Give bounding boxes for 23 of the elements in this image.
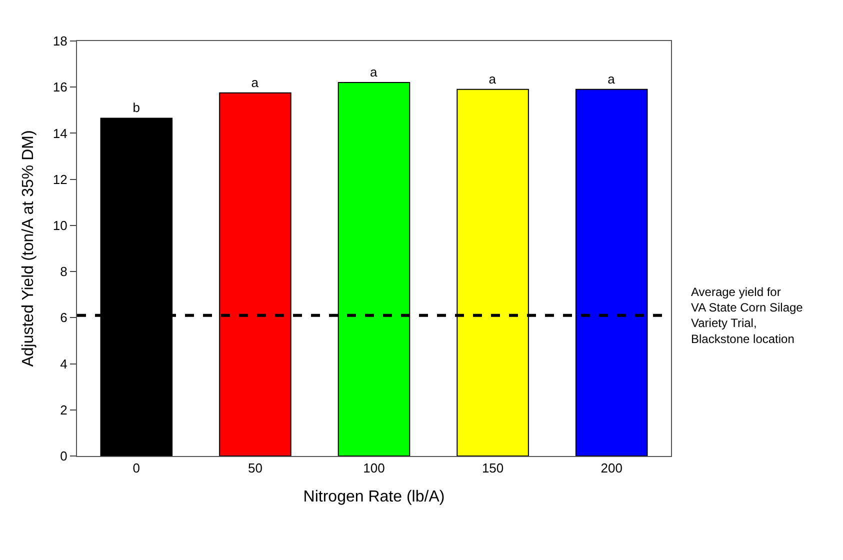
x-tick-label: 150 — [482, 460, 504, 476]
ref-line-label: Average yield for VA State Corn Silage Variety Trial, Blackstone location — [691, 285, 804, 346]
y-tick-label: 6 — [60, 310, 68, 326]
y-tick-label: 2 — [60, 402, 68, 418]
x-tick-label: 100 — [363, 460, 385, 476]
data-label: a — [370, 64, 378, 80]
y-tick-label: 12 — [52, 172, 68, 187]
y-tick-label: 16 — [52, 80, 68, 95]
data-label: a — [608, 71, 616, 86]
y-tick-label: 18 — [52, 34, 68, 49]
y-tick-label: 10 — [52, 218, 68, 233]
y-axis-title: Adjusted Yield (ton/A at 35% DM) — [20, 130, 37, 367]
data-label: a — [251, 74, 260, 90]
y-tick-label: 14 — [52, 126, 68, 141]
data-label: a — [488, 71, 497, 86]
x-tick-label: 50 — [248, 460, 262, 476]
x-tick-label: 0 — [132, 460, 140, 476]
y-tick-label: 4 — [60, 356, 68, 372]
data-label: b — [132, 100, 140, 116]
x-tick-label: 200 — [600, 460, 622, 476]
x-axis-title: Nitrogen Rate (lb/A) — [303, 488, 445, 506]
y-tick-label: 0 — [60, 448, 68, 464]
y-tick-label: 8 — [60, 264, 68, 280]
